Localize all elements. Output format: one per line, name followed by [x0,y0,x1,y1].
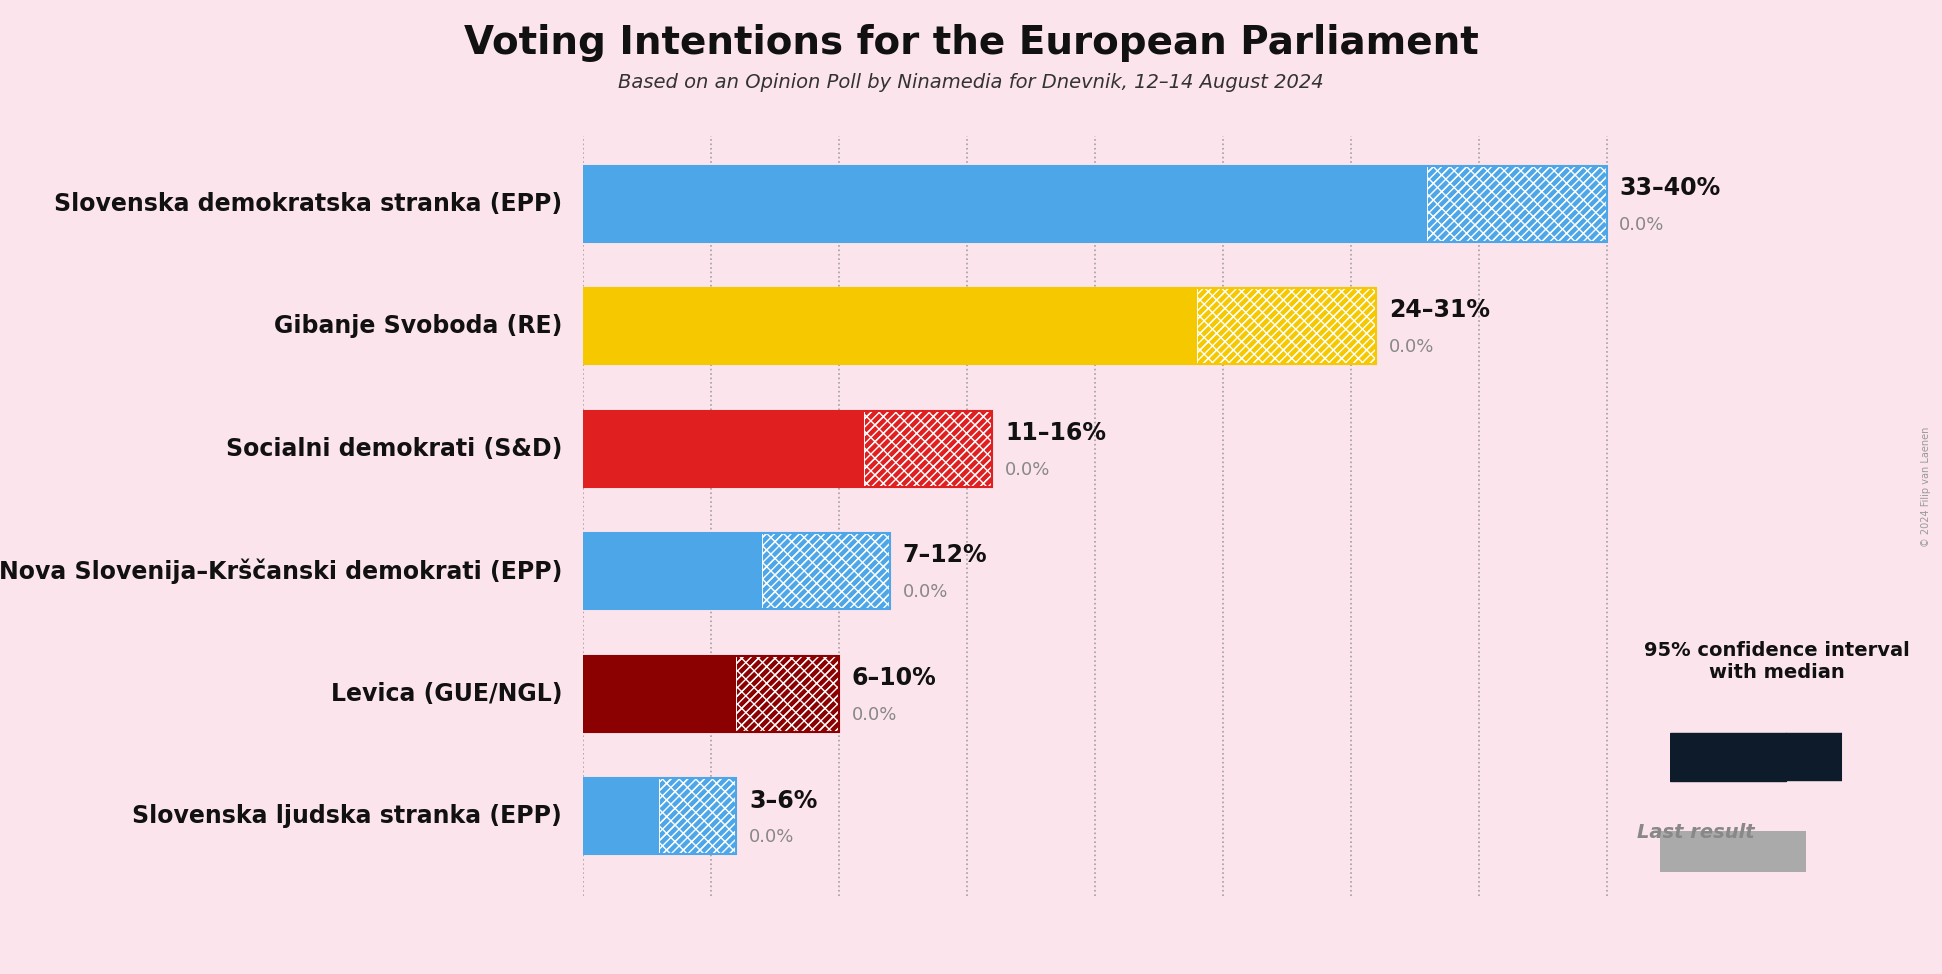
Text: 0.0%: 0.0% [851,706,897,724]
Bar [583,166,1427,242]
Bar [583,534,761,610]
Bar [583,778,736,854]
Bar [583,534,889,610]
Text: Levica (GUE/NGL): Levica (GUE/NGL) [330,682,561,706]
Bar [761,534,889,610]
Bar [1427,166,1606,242]
Bar [583,411,864,487]
Bar [583,288,1377,364]
Bar [736,656,839,731]
Bar [583,411,992,487]
Bar [583,656,736,731]
Text: 3–6%: 3–6% [750,789,818,812]
Text: Slovenska demokratska stranka (EPP): Slovenska demokratska stranka (EPP) [54,192,561,216]
Bar [1427,166,1606,242]
Text: Voting Intentions for the European Parliament: Voting Intentions for the European Parli… [464,24,1478,62]
Text: Nova Slovenija–Krščanski demokrati (EPP): Nova Slovenija–Krščanski demokrati (EPP) [0,559,561,584]
Text: Slovenska ljudska stranka (EPP): Slovenska ljudska stranka (EPP) [132,805,561,829]
Bar [660,778,736,854]
Bar [736,656,839,731]
Text: Last result: Last result [1637,823,1754,843]
Bar [1196,288,1377,364]
Bar [660,778,736,854]
Text: 0.0%: 0.0% [1389,338,1435,356]
Text: 0.0%: 0.0% [903,583,948,601]
Bar [583,656,839,731]
Bar [1843,733,1893,781]
Text: 24–31%: 24–31% [1389,298,1490,322]
Text: 7–12%: 7–12% [903,543,987,568]
Text: 6–10%: 6–10% [851,666,936,690]
Text: Based on an Opinion Poll by Ninamedia for Dnevnik, 12–14 August 2024: Based on an Opinion Poll by Ninamedia fo… [618,73,1324,93]
Text: Gibanje Svoboda (RE): Gibanje Svoboda (RE) [274,315,561,338]
Bar [583,288,1196,364]
Bar [583,166,1606,242]
Text: 95% confidence interval
with median: 95% confidence interval with median [1645,641,1909,682]
Text: © 2024 Filip van Laenen: © 2024 Filip van Laenen [1921,427,1932,547]
Text: Socialni demokrati (S&D): Socialni demokrati (S&D) [225,436,561,461]
Bar [761,534,889,610]
Bar [583,778,660,854]
Bar [1787,733,1843,781]
Text: 0.0%: 0.0% [1620,215,1664,234]
Text: 33–40%: 33–40% [1620,176,1721,200]
Bar [864,411,992,487]
Text: 0.0%: 0.0% [1006,461,1051,478]
Bar [1670,733,1787,781]
Bar [1196,288,1377,364]
Bar [864,411,992,487]
Text: 11–16%: 11–16% [1006,421,1107,445]
Text: 0.0%: 0.0% [750,828,794,846]
